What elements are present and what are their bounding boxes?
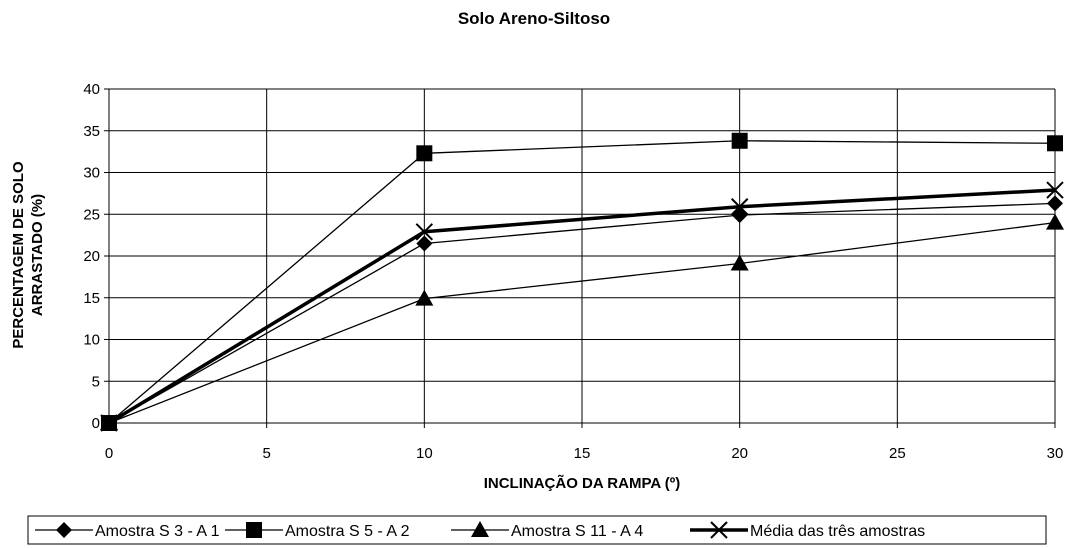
data-point-x <box>415 223 434 241</box>
legend-box <box>27 515 1047 545</box>
y-tick-label: 30 <box>83 165 100 182</box>
y-tick-label: 40 <box>83 81 100 98</box>
x-tick-label: 30 <box>1047 445 1064 462</box>
legend-marker-triangle <box>471 521 489 537</box>
y-tick-label: 0 <box>92 415 100 432</box>
legend-marker-diamond <box>56 522 72 538</box>
data-point-triangle <box>730 254 749 271</box>
marker-x-stroke <box>415 223 434 241</box>
x-tick-label: 0 <box>105 445 113 462</box>
x-tick-label: 25 <box>889 445 906 462</box>
series-line-1 <box>108 202 1056 424</box>
plot-area: 0 5 10 15 20 25 30 35 40 0 5 10 15 20 25 30 <box>83 81 1064 462</box>
x-tick-label: 5 <box>262 445 270 462</box>
chart-title: Solo Areno-Siltoso <box>458 9 610 28</box>
x-tick-label: 15 <box>574 445 591 462</box>
x-tick-label: 10 <box>416 445 433 462</box>
y-tick-label: 5 <box>92 373 100 390</box>
legend: Amostra S 3 - A 1 Amostra S 5 - A 2 Amostr… <box>27 515 1047 545</box>
legend-marker-x <box>710 521 728 539</box>
legend-label: Média das três amostras <box>750 523 925 540</box>
x-axis-title: INCLINAÇÃO DA RAMPA (º) <box>484 474 681 492</box>
series-line-2 <box>108 140 1056 424</box>
x-tick-label: 20 <box>731 445 748 462</box>
data-point-triangle <box>1046 213 1064 230</box>
data-point-square <box>416 145 433 162</box>
y-tick-label: 10 <box>83 332 100 349</box>
legend-marker-square <box>246 522 262 538</box>
data-point-diamond <box>416 235 433 252</box>
legend-label: Amostra S 3 - A 1 <box>95 523 220 540</box>
data-point-x <box>100 414 118 432</box>
y-tick-label: 20 <box>83 248 100 265</box>
data-point-triangle <box>415 289 434 306</box>
legend-label: Amostra S 11 - A 4 <box>511 523 643 540</box>
legend-label: Amostra S 5 - A 2 <box>285 523 410 540</box>
y-axis-title-line-1: PERCENTAGEM DE SOLO <box>10 161 27 349</box>
data-point-square <box>731 132 748 149</box>
data-point-x <box>1046 181 1064 199</box>
data-point-square <box>1047 135 1063 152</box>
data-point-x <box>730 198 749 216</box>
marker-x-stroke <box>1046 181 1064 199</box>
y-tick-label: 35 <box>83 123 100 140</box>
data-point-diamond <box>731 207 748 224</box>
series-line-4 <box>108 188 1056 425</box>
marker-x-stroke <box>100 414 118 432</box>
marker-x-stroke <box>710 521 728 539</box>
y-axis-title-line-2: ARRASTADO (%) <box>29 194 46 316</box>
y-tick-label: 25 <box>83 206 100 223</box>
series-line-3 <box>108 221 1056 424</box>
marker-x-stroke <box>730 198 749 216</box>
y-tick-label: 15 <box>83 290 100 307</box>
data-point-diamond <box>1047 195 1063 212</box>
